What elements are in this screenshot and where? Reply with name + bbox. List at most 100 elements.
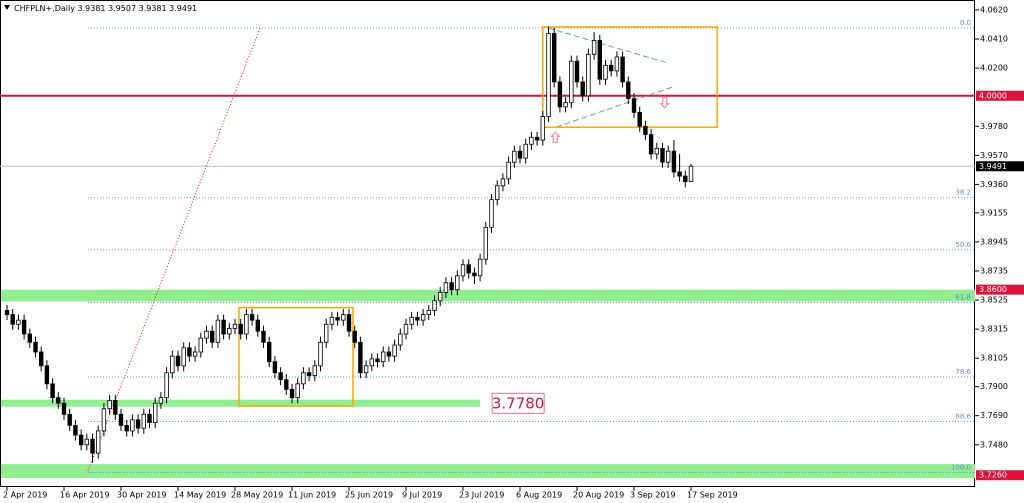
x-tick-label: 30 Apr 2019 bbox=[117, 491, 166, 500]
candle-body bbox=[591, 39, 597, 55]
candle-body bbox=[586, 53, 591, 97]
candle-body bbox=[329, 316, 335, 325]
candle-body bbox=[529, 136, 534, 145]
candle-body bbox=[375, 358, 380, 363]
candle-body bbox=[392, 344, 397, 357]
candle-body bbox=[209, 330, 215, 343]
candle-body bbox=[284, 379, 289, 390]
price-tag bbox=[976, 470, 1024, 481]
candle-body bbox=[620, 56, 625, 83]
candle-body bbox=[489, 199, 494, 228]
candle-body bbox=[118, 413, 124, 426]
candle-body bbox=[643, 125, 648, 135]
x-tick-label: 14 May 2019 bbox=[174, 491, 226, 500]
candle-body bbox=[158, 397, 164, 404]
candle-body bbox=[483, 226, 488, 260]
candle-body bbox=[164, 372, 169, 399]
x-tick-label: 2 Apr 2019 bbox=[3, 491, 47, 500]
candle-body bbox=[420, 314, 426, 321]
candle-body bbox=[244, 314, 249, 335]
y-tick-label: 3.8945 bbox=[980, 237, 1008, 246]
triangle-line bbox=[555, 86, 673, 128]
candle-body bbox=[403, 323, 409, 335]
price-tag-label: 3.7260 bbox=[979, 471, 1007, 480]
candle-body bbox=[666, 150, 671, 163]
x-tick-label: 6 Aug 2019 bbox=[516, 491, 562, 500]
candle-body bbox=[386, 351, 392, 357]
chart-title: CHFPLN+,Daily bbox=[14, 4, 75, 13]
candle-body bbox=[552, 33, 557, 83]
close-value: 3.9491 bbox=[169, 4, 197, 13]
candle-body bbox=[33, 341, 38, 353]
candle-body bbox=[10, 314, 15, 325]
candle-body bbox=[266, 341, 272, 363]
candle-body bbox=[380, 351, 386, 363]
price-tag bbox=[976, 161, 1024, 172]
zone-label-box bbox=[491, 392, 545, 414]
candle-body bbox=[78, 434, 84, 446]
y-tick-label: 3.8105 bbox=[980, 354, 1008, 363]
candle-body bbox=[648, 134, 654, 155]
candle-body bbox=[16, 319, 21, 325]
candle-body bbox=[232, 323, 238, 329]
candle-body bbox=[500, 178, 506, 187]
y-tick-label: 3.7690 bbox=[980, 411, 1008, 420]
chart-header: CHFPLN+,Daily 3.9381 3.9507 3.9381 3.949… bbox=[14, 4, 197, 13]
x-tick-label: 3 Sep 2019 bbox=[630, 491, 676, 500]
candle-body bbox=[432, 300, 437, 311]
y-tick-label: 3.9360 bbox=[980, 180, 1008, 189]
candle-body bbox=[204, 330, 209, 339]
y-tick-label: 3.8315 bbox=[980, 325, 1008, 334]
candle-body bbox=[335, 316, 340, 321]
fib-label: 100.0 bbox=[951, 463, 971, 471]
candle-body bbox=[614, 56, 620, 72]
x-tick-label: 9 Jul 2019 bbox=[402, 491, 442, 500]
candle-body bbox=[323, 323, 329, 343]
candle-body bbox=[289, 388, 295, 399]
y-tick-label: 3.7900 bbox=[980, 382, 1008, 391]
candle-body bbox=[449, 282, 454, 291]
y-tick-label: 4.0410 bbox=[980, 35, 1008, 44]
candle-body bbox=[187, 347, 192, 357]
x-tick-label: 25 Jun 2019 bbox=[345, 491, 393, 500]
x-tick-label: 20 Aug 2019 bbox=[573, 491, 624, 500]
candle-body bbox=[569, 60, 574, 104]
low-value: 3.9381 bbox=[139, 4, 167, 13]
high-value: 3.9507 bbox=[108, 4, 136, 13]
candle-body bbox=[563, 102, 568, 108]
candle-body bbox=[546, 33, 551, 117]
candle-body bbox=[677, 171, 682, 177]
trend-line bbox=[87, 27, 261, 472]
candle-body bbox=[426, 310, 431, 315]
candle-body bbox=[135, 419, 141, 429]
range-box bbox=[542, 26, 718, 128]
support-zone bbox=[1, 289, 975, 302]
candle-body bbox=[631, 98, 637, 113]
candle-body bbox=[124, 424, 129, 432]
candle-body bbox=[603, 64, 608, 80]
candle-body bbox=[477, 258, 483, 277]
candle-body bbox=[141, 413, 146, 429]
signal-arrow bbox=[550, 131, 561, 143]
price-tag-label: 3.8600 bbox=[979, 285, 1007, 294]
candle-body bbox=[192, 351, 198, 357]
candle-body bbox=[455, 275, 460, 291]
candle-body bbox=[540, 116, 545, 141]
candle-body bbox=[466, 264, 471, 274]
fib-label: 78.6 bbox=[955, 368, 971, 376]
candle-body bbox=[341, 314, 346, 321]
candle-body bbox=[683, 175, 688, 183]
candle-body bbox=[574, 60, 580, 83]
candle-body bbox=[261, 330, 266, 343]
price-tag bbox=[976, 284, 1024, 295]
candle-body bbox=[517, 150, 523, 159]
y-tick-label: 4.0620 bbox=[980, 5, 1008, 14]
triangle-line bbox=[547, 27, 669, 64]
x-tick-label: 23 Jul 2019 bbox=[459, 491, 504, 500]
x-tick-label: 28 May 2019 bbox=[231, 491, 283, 500]
signal-arrow bbox=[659, 97, 670, 109]
candle-body bbox=[472, 272, 477, 277]
candle-body bbox=[318, 341, 323, 367]
candle-body bbox=[50, 383, 55, 399]
candle-body bbox=[90, 438, 95, 454]
